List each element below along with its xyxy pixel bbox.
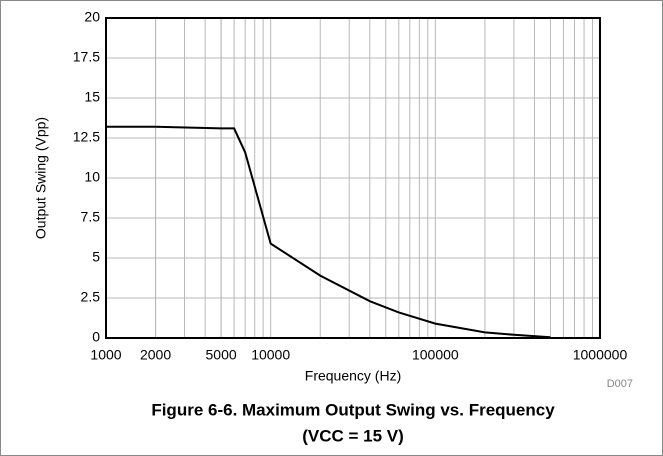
y-axis-label: Output Swing (Vpp): [33, 117, 49, 239]
x-axis-label: Frequency (Hz): [305, 368, 401, 384]
y-tick-label: 20: [84, 9, 100, 25]
y-tick-label: 15: [84, 89, 100, 105]
y-tick-label: 2.5: [81, 289, 101, 305]
x-tick-label: 5000: [206, 347, 237, 363]
x-tick-label: 2000: [140, 347, 171, 363]
y-tick-label: 5: [92, 249, 100, 265]
x-tick-label: 100000: [412, 347, 459, 363]
x-tick-label: 1000000: [573, 347, 628, 363]
y-tick-label: 12.5: [73, 129, 100, 145]
y-tick-label: 10: [84, 169, 100, 185]
annotation: D007: [607, 378, 633, 390]
y-tick-label: 7.5: [81, 209, 101, 225]
x-tick-label: 10000: [251, 347, 290, 363]
y-tick-label: 0: [92, 329, 100, 345]
data-line: [106, 125, 551, 339]
y-tick-label: 17.5: [73, 49, 100, 65]
chart-title: Figure 6-6. Maximum Output Swing vs. Fre…: [151, 400, 555, 419]
chart-subtitle: (VCC = 15 V): [302, 426, 404, 445]
x-tick-label: 1000: [90, 347, 121, 363]
plot-frame: [105, 17, 601, 339]
